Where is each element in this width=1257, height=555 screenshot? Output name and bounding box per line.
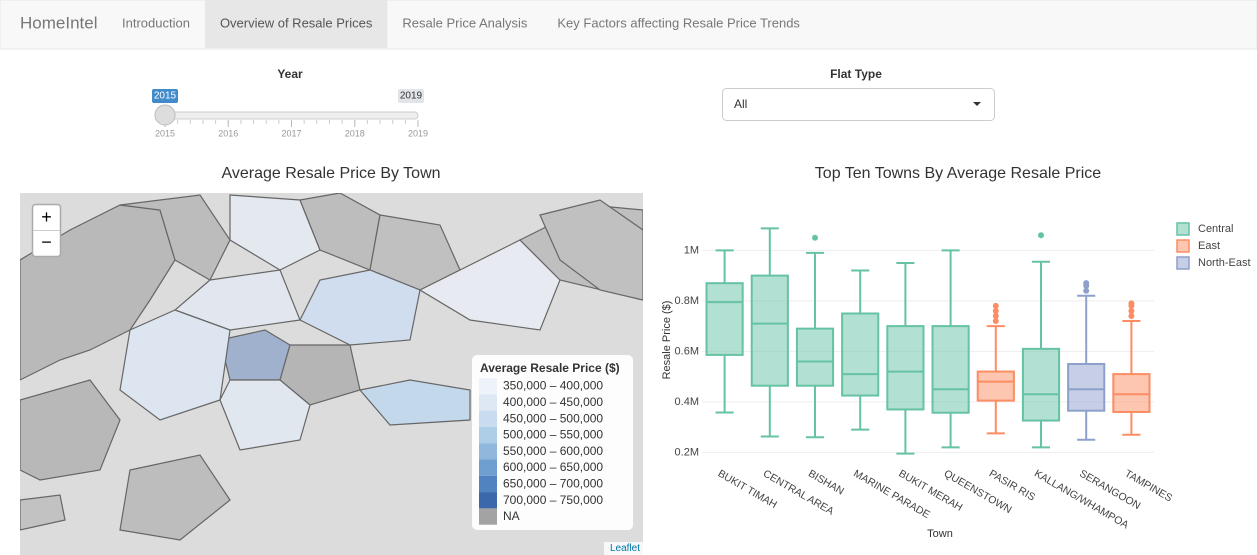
legend-label: 600,000 – 650,000: [503, 460, 603, 474]
slider-max-bg: [398, 89, 424, 103]
chart-title: Top Ten Towns By Average Resale Price: [815, 165, 1101, 182]
attribution[interactable]: Leaflet: [610, 543, 640, 554]
x-axis-title: Town: [927, 528, 953, 540]
outlier: [1128, 300, 1135, 307]
region: [358, 379, 471, 426]
nav-tab[interactable]: Introduction: [122, 15, 190, 30]
box[interactable]: [1021, 347, 1061, 422]
region: [219, 379, 311, 451]
outlier: [1038, 232, 1044, 239]
box[interactable]: [1067, 362, 1106, 412]
legend-swatch: [479, 492, 497, 509]
legend-swatch: [479, 443, 497, 460]
slider-value-bg: [152, 89, 178, 103]
slider-tick-label: 2019: [408, 128, 428, 138]
nav-tab[interactable]: Resale Price Analysis: [402, 15, 527, 30]
legend-label: 350,000 – 400,000: [503, 379, 603, 393]
box[interactable]: [841, 312, 880, 397]
region: [539, 199, 643, 301]
caret: [973, 102, 981, 106]
legend-swatch: [479, 394, 497, 411]
box[interactable]: [976, 370, 1015, 402]
y-tick-label: 1M: [684, 244, 699, 256]
outlier: [1128, 307, 1135, 314]
zoom-in[interactable]: +: [41, 207, 52, 227]
box[interactable]: [1112, 373, 1151, 413]
slider-tick-label: 2018: [345, 128, 365, 138]
legend-swatch[interactable]: [1176, 239, 1190, 253]
legend-label: 700,000 – 750,000: [503, 493, 603, 507]
outlier: [1083, 280, 1090, 287]
map-legend-items: 350,000 – 400,000 400,000 – 450,000 450,00…: [479, 378, 603, 525]
slider-max: 2019: [400, 91, 423, 102]
box[interactable]: [931, 325, 970, 414]
legend-swatch: [479, 508, 497, 525]
box[interactable]: [795, 327, 835, 387]
slider-track: [164, 111, 419, 120]
slider-tick-label: 2015: [155, 128, 175, 138]
region: [20, 379, 121, 481]
legend-label[interactable]: Central: [1198, 223, 1233, 235]
y-tick-label: 0.8M: [675, 295, 699, 307]
zoom-out[interactable]: −: [41, 232, 52, 252]
legend-swatch: [479, 378, 497, 395]
y-tick-label: 0.4M: [675, 396, 699, 408]
outlier: [992, 302, 999, 309]
y-tick-label: 0.2M: [675, 446, 699, 458]
outlier: [992, 307, 999, 314]
slider-tick-label: 2017: [281, 128, 301, 138]
box[interactable]: [705, 282, 744, 356]
legend-label: 400,000 – 450,000: [503, 395, 603, 409]
y-tick-label: 0.6M: [675, 345, 699, 357]
legend-label: 500,000 – 550,000: [503, 428, 603, 442]
legend-label[interactable]: East: [1198, 240, 1220, 252]
legend-swatch: [479, 426, 497, 444]
box[interactable]: [750, 274, 789, 387]
legend-label: 550,000 – 600,000: [503, 444, 603, 458]
y-axis-title: Resale Price ($): [661, 301, 673, 380]
map-title: Average Resale Price By Town: [221, 165, 440, 182]
slider-value: 2015: [154, 91, 177, 102]
map-legend: [472, 355, 633, 530]
outlier: [1128, 313, 1135, 320]
region: [173, 269, 301, 331]
slider-tick-label: 2016: [218, 128, 238, 138]
legend-swatch: [479, 459, 497, 476]
brand[interactable]: HomeIntel: [20, 13, 97, 32]
legend-title: Average Resale Price ($): [480, 361, 620, 375]
legend-swatch[interactable]: [1176, 222, 1190, 236]
region: [279, 344, 361, 406]
legend-label[interactable]: North-East: [1198, 257, 1251, 269]
legend-label: 650,000 – 700,000: [503, 476, 603, 490]
region: [229, 194, 321, 271]
active-tab-bg: [204, 0, 388, 48]
region: [119, 454, 231, 541]
legend-label: 450,000 – 500,000: [503, 411, 603, 425]
outlier: [992, 318, 999, 325]
box[interactable]: [886, 325, 925, 411]
flat-type-select[interactable]: [722, 88, 995, 121]
nav-tab[interactable]: Key Factors affecting Resale Price Trend…: [557, 15, 800, 30]
outlier: [812, 234, 818, 241]
legend-swatch: [479, 410, 497, 427]
select-label: Flat Type: [830, 67, 882, 81]
slider-label: Year: [277, 67, 303, 81]
year-slider[interactable]: 2015 2016 2017 2018 2019 2015 2019: [152, 89, 428, 138]
outlier: [992, 313, 999, 320]
legend-swatch: [479, 475, 497, 493]
nav-tab[interactable]: Overview of Resale Prices: [220, 15, 373, 30]
nav-tabs: HomeIntel Introduction Overview of Resale …: [20, 0, 800, 48]
region: [20, 494, 66, 531]
outlier: [1083, 287, 1090, 294]
attribution-bg: [604, 542, 643, 555]
legend-label: NA: [503, 509, 520, 523]
slider-handle[interactable]: [154, 104, 176, 126]
select-value: All: [734, 97, 747, 111]
legend-swatch[interactable]: [1176, 256, 1190, 270]
x-tick-label: MARINE PARADE: [851, 468, 932, 521]
